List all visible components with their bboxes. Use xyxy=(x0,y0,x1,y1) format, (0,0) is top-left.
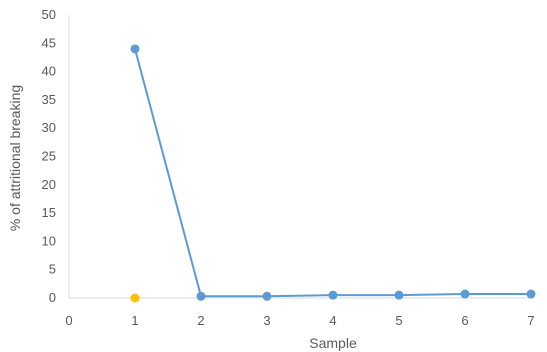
series-1-point xyxy=(460,289,470,299)
y-tick-label: 35 xyxy=(42,92,56,107)
x-tick-label: 5 xyxy=(395,313,402,328)
y-tick-label: 30 xyxy=(42,120,56,135)
x-tick-label: 1 xyxy=(131,313,138,328)
x-tick-label: 3 xyxy=(263,313,270,328)
y-tick-label: 40 xyxy=(42,64,56,79)
y-tick-label: 20 xyxy=(42,177,56,192)
x-tick-label: 0 xyxy=(65,313,72,328)
y-tick-labels: 0 5 10 15 20 25 30 35 40 45 50 xyxy=(42,7,56,305)
series-1-point xyxy=(262,291,272,301)
x-tick-label: 6 xyxy=(461,313,468,328)
x-tick-label: 2 xyxy=(197,313,204,328)
series-1-point xyxy=(130,44,140,54)
y-tick-label: 25 xyxy=(42,149,56,164)
y-tick-label: 5 xyxy=(49,262,56,277)
y-tick-label: 15 xyxy=(42,205,56,220)
y-axis-title: % of attritional breaking xyxy=(7,85,23,231)
y-tick-label: 0 xyxy=(49,290,56,305)
y-tick-label: 45 xyxy=(42,35,56,50)
series-1-point xyxy=(196,291,206,301)
x-tick-label: 7 xyxy=(527,313,534,328)
x-axis-title: Sample xyxy=(309,335,357,351)
y-tick-label: 10 xyxy=(42,233,56,248)
series-2-point xyxy=(130,293,140,303)
series-points xyxy=(130,44,536,303)
x-tick-labels: 0 1 2 3 4 5 6 7 xyxy=(65,313,534,328)
series-lines xyxy=(134,48,531,298)
x-tick-label: 4 xyxy=(329,313,336,328)
series-1-point xyxy=(394,290,404,300)
y-tick-label: 50 xyxy=(42,7,56,22)
series-1-line xyxy=(134,48,531,298)
series-1-point xyxy=(328,290,338,300)
series-1-point xyxy=(526,289,536,299)
